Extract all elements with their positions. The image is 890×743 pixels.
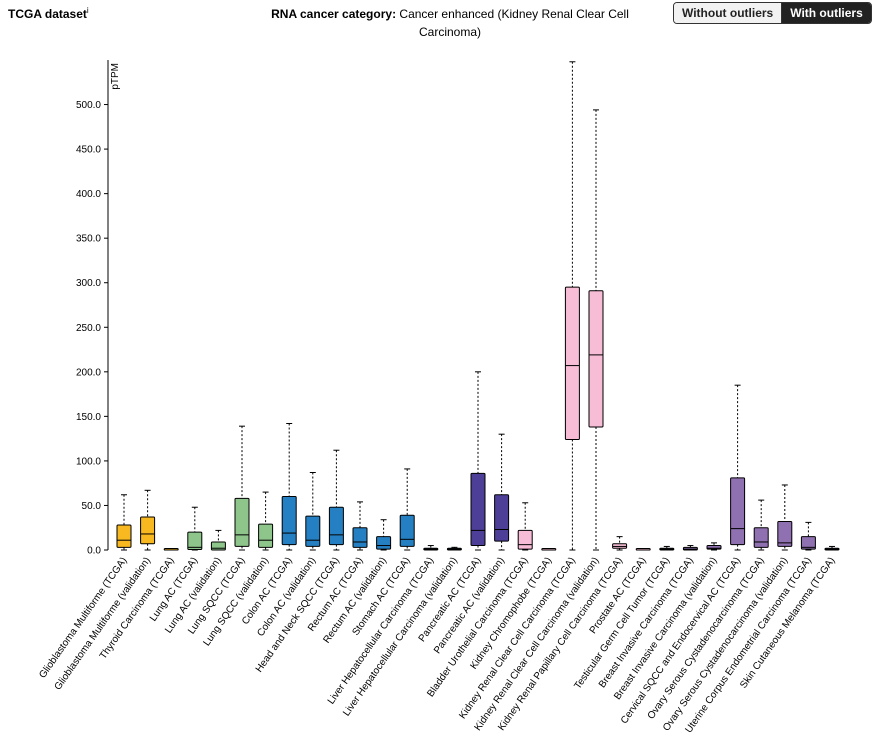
iqr-box xyxy=(800,536,816,550)
without-outliers-button[interactable]: Without outliers xyxy=(674,3,783,23)
box-11[interactable] xyxy=(352,501,368,551)
box-16[interactable] xyxy=(470,371,486,551)
box-15[interactable] xyxy=(446,546,462,551)
box-21[interactable] xyxy=(588,109,604,551)
y-tick-label: 400.0 xyxy=(76,189,101,200)
dataset-title: TCGA dataseti xyxy=(8,6,89,21)
iqr-box xyxy=(281,496,297,546)
category-value: Cancer enhanced (Kidney Renal Clear Cell… xyxy=(399,7,629,39)
iqr-box xyxy=(730,477,746,546)
iqr-box xyxy=(399,514,415,547)
iqr-box xyxy=(352,527,368,548)
y-tick-label: 0.0 xyxy=(87,546,101,557)
rna-cancer-category: RNA cancer category: Cancer enhanced (Ki… xyxy=(255,5,645,41)
box-9[interactable] xyxy=(305,471,321,551)
y-tick-label: 200.0 xyxy=(76,367,101,378)
y-tick-label: 150.0 xyxy=(76,412,101,423)
box-26[interactable] xyxy=(706,542,722,551)
box-24[interactable] xyxy=(659,545,675,551)
box-13[interactable] xyxy=(399,468,415,551)
y-tick-label: 250.0 xyxy=(76,323,101,334)
box-12[interactable] xyxy=(376,519,392,551)
with-outliers-button[interactable]: With outliers xyxy=(782,3,871,23)
iqr-box xyxy=(470,472,486,547)
info-icon[interactable]: i xyxy=(86,6,89,15)
iqr-box xyxy=(140,516,156,545)
iqr-box xyxy=(116,524,132,548)
iqr-box xyxy=(328,506,344,546)
box-29[interactable] xyxy=(777,484,793,551)
box-31[interactable] xyxy=(824,545,840,551)
box-27[interactable] xyxy=(730,384,746,551)
box-30[interactable] xyxy=(800,521,816,551)
iqr-box xyxy=(187,531,203,551)
x-category-label: Glioblastoma Multiforme (TCGA) xyxy=(37,555,129,680)
y-tick-label: 50.0 xyxy=(82,501,102,512)
boxes xyxy=(116,61,840,551)
y-tick-label: 450.0 xyxy=(76,145,101,156)
box-3[interactable] xyxy=(163,548,179,551)
iqr-box xyxy=(564,286,580,441)
x-category-label: Glioblastoma Multiforme (validation) xyxy=(53,555,154,692)
iqr-box xyxy=(588,290,604,428)
box-7[interactable] xyxy=(258,491,274,551)
iqr-box xyxy=(753,527,769,548)
x-labels: Glioblastoma Multiforme (TCGA)Glioblasto… xyxy=(37,555,837,735)
y-tick-label: 500.0 xyxy=(76,100,101,111)
box-25[interactable] xyxy=(682,545,698,551)
y-tick-label: 300.0 xyxy=(76,278,101,289)
box-2[interactable] xyxy=(140,489,156,551)
box-5[interactable] xyxy=(210,529,226,551)
box-28[interactable] xyxy=(753,499,769,551)
box-8[interactable] xyxy=(281,422,297,551)
box-6[interactable] xyxy=(234,425,250,551)
box-4[interactable] xyxy=(187,506,203,551)
y-tick-label: 350.0 xyxy=(76,234,101,245)
iqr-box xyxy=(258,523,274,548)
iqr-box xyxy=(305,515,321,547)
iqr-box xyxy=(517,529,533,550)
box-18[interactable] xyxy=(517,502,533,551)
category-label: RNA cancer category: xyxy=(271,7,397,21)
iqr-box xyxy=(494,494,510,542)
box-1[interactable] xyxy=(116,494,132,551)
iqr-box xyxy=(234,497,250,547)
y-tick-label: 100.0 xyxy=(76,456,101,467)
box-10[interactable] xyxy=(328,449,344,551)
box-14[interactable] xyxy=(423,545,439,551)
iqr-box xyxy=(210,541,226,551)
box-22[interactable] xyxy=(612,536,628,551)
y-ticks: 0.0 50.0 100.0 150.0 200.0 250.0 300.0 350.0 400… xyxy=(76,100,108,557)
iqr-box xyxy=(376,536,392,550)
dataset-title-text: TCGA dataset xyxy=(8,7,87,21)
box-17[interactable] xyxy=(494,433,510,551)
outlier-toggle: Without outliers With outliers xyxy=(673,2,872,24)
box-19[interactable] xyxy=(541,548,557,551)
box-23[interactable] xyxy=(635,548,651,551)
box-20[interactable] xyxy=(564,61,580,551)
iqr-box xyxy=(777,520,793,547)
y-axis-label: pTPM xyxy=(110,63,121,90)
